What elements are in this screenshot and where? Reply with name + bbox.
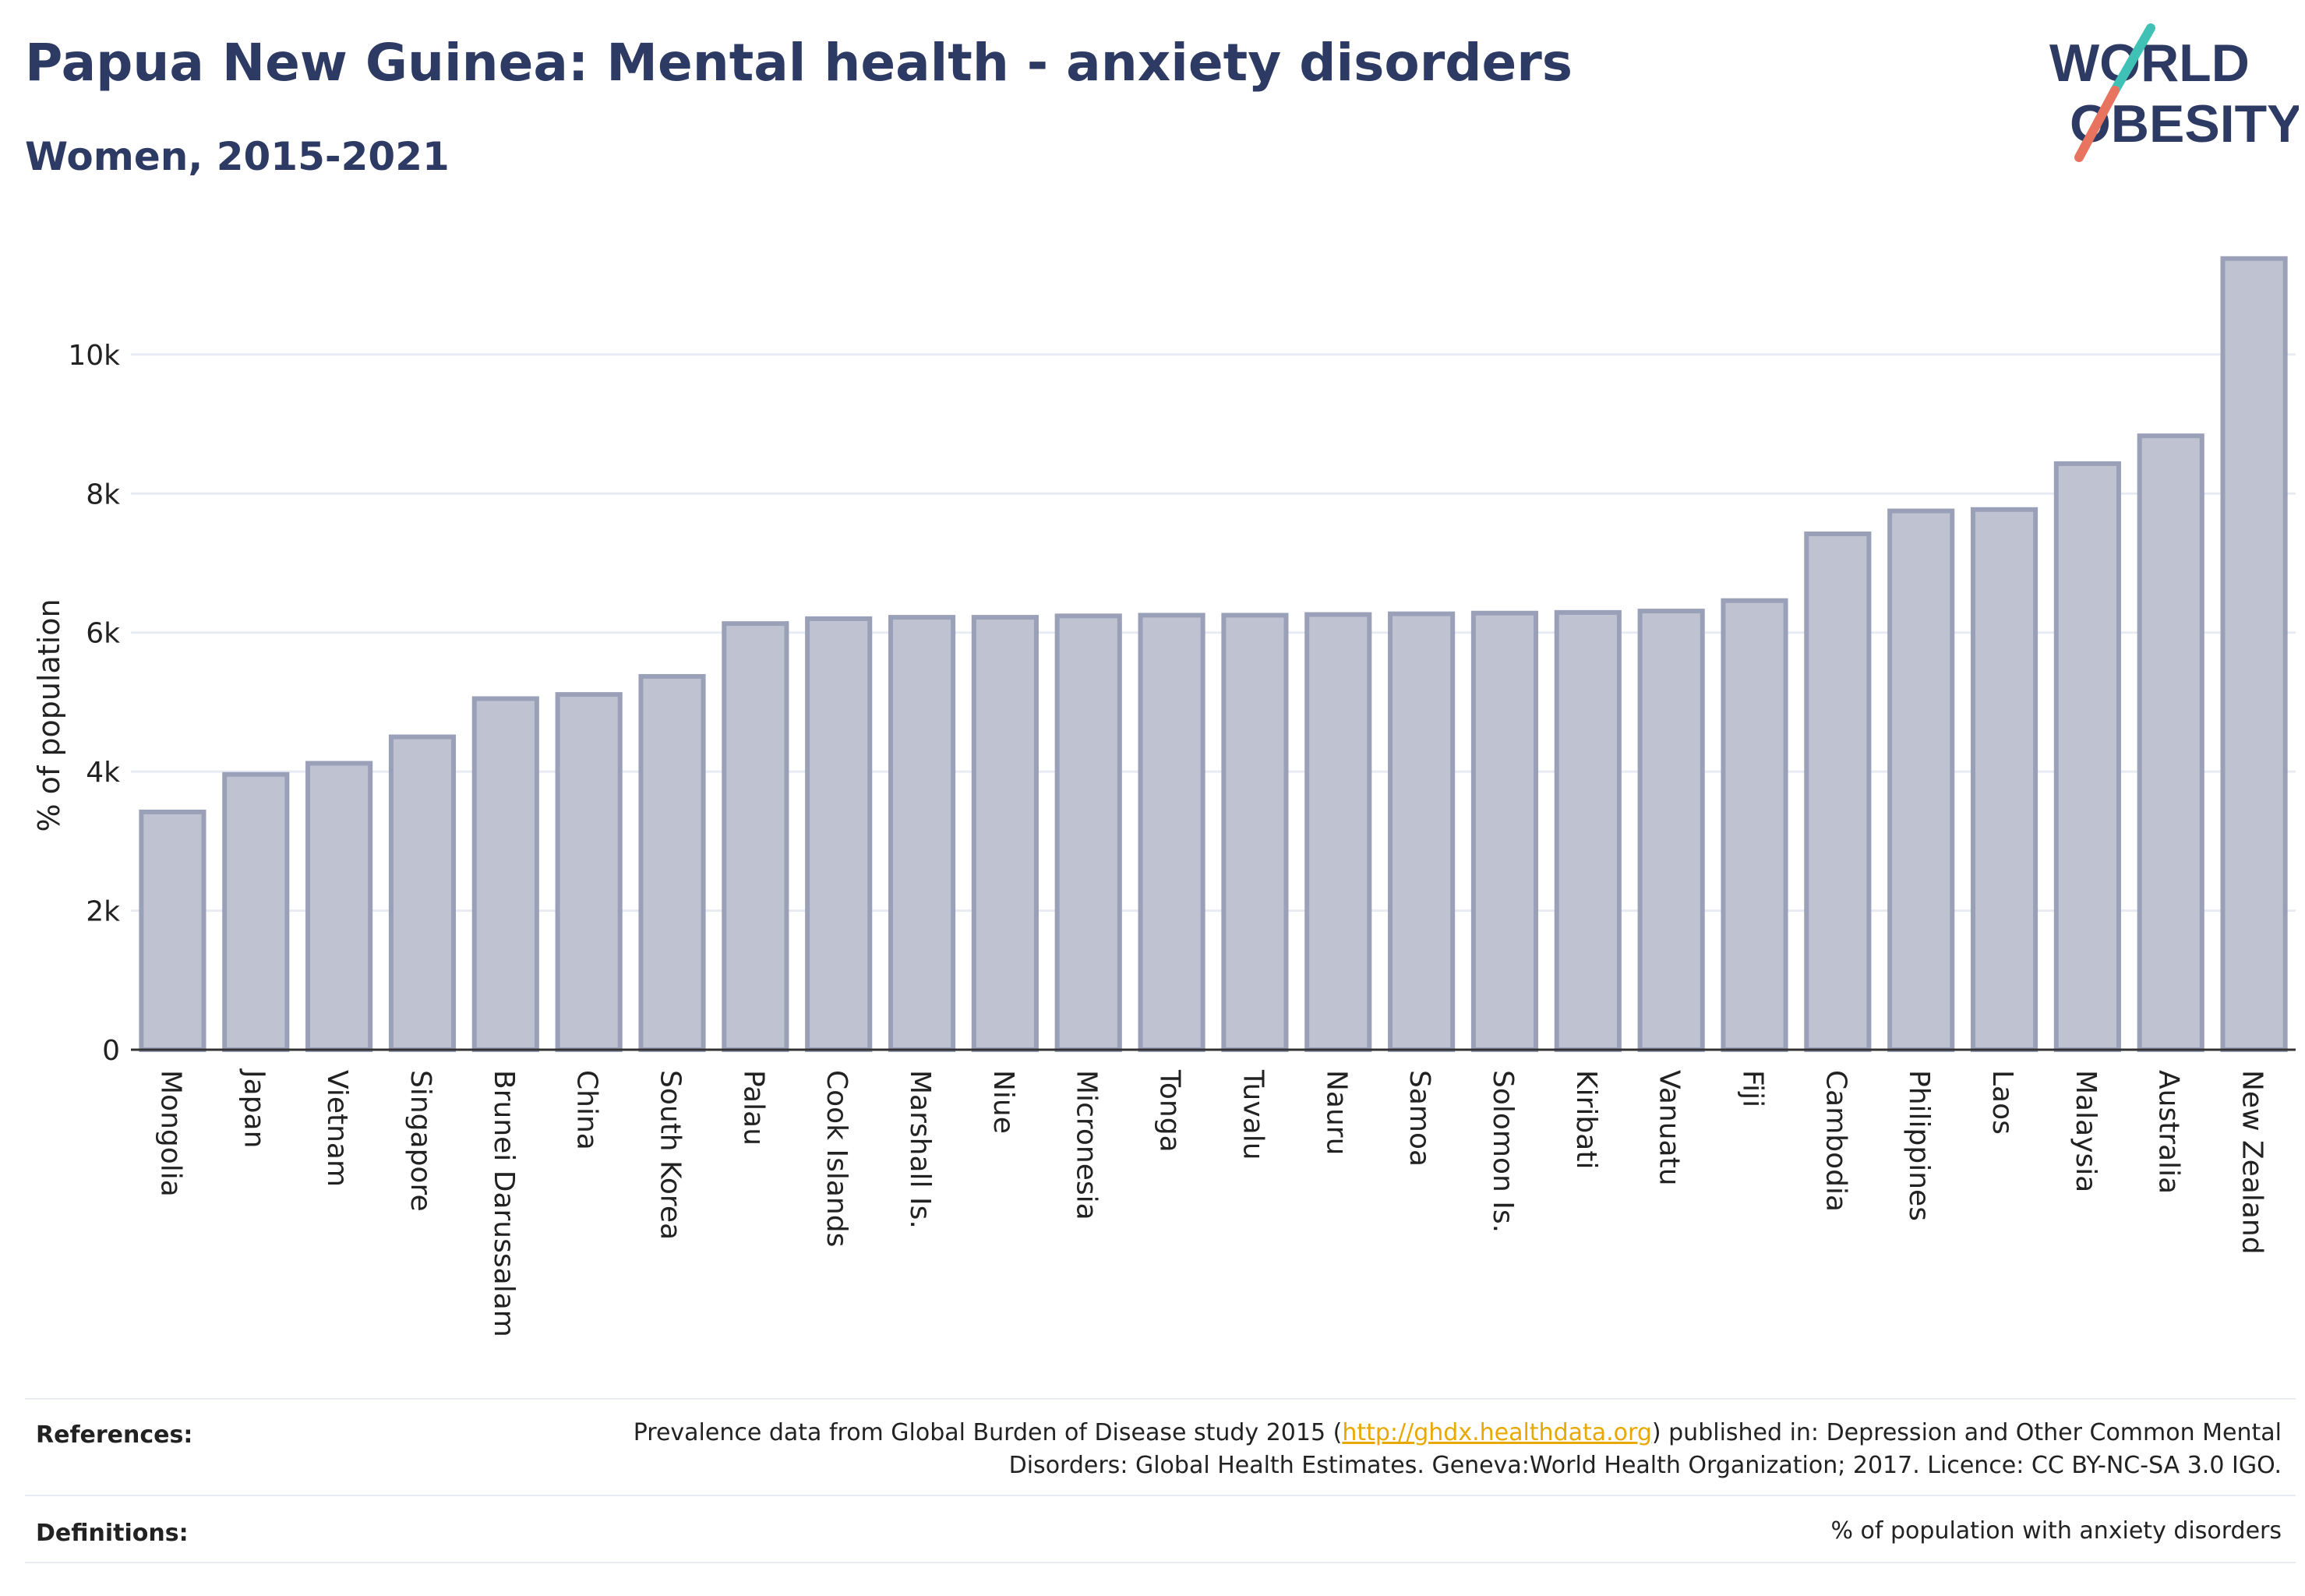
references-text-after: ) published in: Depression and Other Com… <box>1008 1419 2282 1479</box>
bar <box>1804 531 1872 1052</box>
page-subtitle: Women, 2015-2021 <box>25 134 450 179</box>
bar <box>638 673 706 1052</box>
definitions-label: Definitions: <box>36 1520 189 1547</box>
y-tick-label: 6k <box>86 618 120 650</box>
x-tick-label: Palau <box>737 1070 769 1146</box>
logo-line1: WORLD <box>2049 34 2250 93</box>
bar <box>139 809 206 1053</box>
tick-labels: 0 2k 4k 6k 8k 10k Mongolia Japan Vietnam Singapor… <box>68 340 2268 1337</box>
bar <box>471 696 539 1052</box>
references-text: Prevalence data from Global Burden of Di… <box>567 1417 2282 1482</box>
bar <box>1388 611 1456 1052</box>
x-tick-label: Vietnam <box>321 1070 353 1187</box>
footer-divider-top <box>25 1398 2296 1400</box>
footer-divider-bottom <box>25 1562 2296 1563</box>
x-tick-label: Brunei Darussalam <box>488 1070 520 1337</box>
y-tick-label: 2k <box>86 896 120 928</box>
bar <box>1637 609 1705 1052</box>
x-tick-label: Tonga <box>1154 1069 1186 1153</box>
x-tick-label: Malaysia <box>2070 1070 2102 1192</box>
bar <box>888 615 956 1052</box>
bar <box>971 615 1039 1052</box>
bar <box>1221 613 1289 1052</box>
bar <box>2053 461 2121 1052</box>
x-tick-label: Japan <box>238 1068 270 1148</box>
logo-slash-bottom <box>2074 86 2120 162</box>
footer-divider-middle <box>25 1495 2296 1496</box>
x-tick-label: South Korea <box>655 1070 687 1240</box>
page-title: Papua New Guinea: Mental health - anxiet… <box>25 33 1573 93</box>
x-tick-label: Samoa <box>1403 1070 1435 1167</box>
bar <box>2137 433 2204 1052</box>
x-tick-label: Nauru <box>1320 1070 1352 1155</box>
x-tick-label: Cook Islands <box>821 1070 852 1247</box>
x-tick-label: Cambodia <box>1820 1070 1851 1212</box>
references-text-before: Prevalence data from Global Burden of Di… <box>633 1419 1343 1446</box>
x-tick-label: Australia <box>2153 1070 2185 1194</box>
x-tick-label: China <box>571 1070 603 1150</box>
bar <box>1887 508 1955 1052</box>
bar <box>1304 612 1372 1052</box>
x-tick-label: Laos <box>1986 1070 2018 1135</box>
y-tick-label: 10k <box>68 340 120 372</box>
bars <box>139 256 2288 1053</box>
x-tick-label: Tuvalu <box>1237 1069 1269 1160</box>
references-label: References: <box>36 1421 193 1449</box>
y-tick-label: 8k <box>86 478 120 510</box>
x-tick-label: Philippines <box>1903 1070 1935 1221</box>
x-tick-label: Vanuatu <box>1654 1070 1686 1186</box>
bar <box>1554 609 1622 1052</box>
bar <box>1970 507 2038 1052</box>
bar <box>305 761 373 1052</box>
bar <box>1470 610 1539 1052</box>
x-tick-label: Micronesia <box>1071 1070 1103 1220</box>
bar <box>722 621 789 1052</box>
bar <box>1054 613 1122 1052</box>
bar <box>222 772 290 1052</box>
bar <box>388 734 457 1052</box>
references-link[interactable]: http://ghdx.healthdata.org <box>1342 1419 1652 1446</box>
x-tick-label: Fiji <box>1737 1070 1769 1107</box>
bar <box>2220 256 2288 1052</box>
x-tick-label: Singapore <box>404 1070 436 1212</box>
y-tick-label: 4k <box>86 757 120 789</box>
x-tick-label: Kiribati <box>1570 1070 1602 1169</box>
bar <box>555 692 623 1052</box>
y-tick-label: 0 <box>102 1035 120 1067</box>
logo-slash-top <box>2110 23 2155 95</box>
world-obesity-logo: WORLD OBESITY <box>2049 23 2299 162</box>
x-tick-label: Mongolia <box>154 1070 186 1197</box>
x-tick-label: Marshall Is. <box>904 1070 936 1229</box>
x-tick-label: Niue <box>987 1070 1019 1134</box>
x-tick-label: New Zealand <box>2236 1070 2268 1255</box>
bar <box>1721 598 1788 1052</box>
x-tick-label: Solomon Is. <box>1487 1070 1519 1233</box>
bar-chart: 0 2k 4k 6k 8k 10k Mongolia Japan Vietnam Singapor… <box>32 256 2296 1337</box>
bar <box>1138 613 1205 1052</box>
bar <box>805 616 873 1052</box>
definitions-text: % of population with anxiety disorders <box>1830 1517 2282 1545</box>
y-axis-label: % of population <box>32 598 66 832</box>
